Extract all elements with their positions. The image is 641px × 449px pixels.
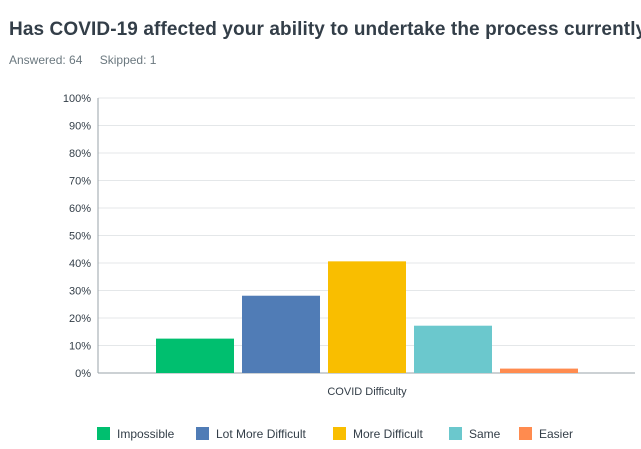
skipped-count: Skipped: 1: [99, 53, 157, 67]
y-tick-label: 50%: [69, 231, 91, 243]
legend-label: Lot More Difficult: [216, 427, 306, 441]
response-stats: Answered: 64 Skipped: 1: [9, 53, 170, 67]
y-tick-label: 60%: [69, 203, 91, 215]
legend-label: Same: [469, 427, 501, 441]
y-axis-ticks: 0% 10% 20% 30% 40% 50% 60% 70% 80% 90% 100%: [63, 93, 91, 380]
y-tick-label: 0%: [75, 368, 91, 380]
chart-bars: [156, 261, 578, 373]
legend-swatch: [97, 427, 110, 440]
bar-easier: [500, 368, 578, 373]
x-axis-label: COVID Difficulty: [327, 386, 407, 398]
legend-swatch: [333, 427, 346, 440]
y-tick-label: 40%: [69, 258, 91, 270]
legend-swatch: [449, 427, 462, 440]
question-title: Has COVID-19 affected your ability to un…: [9, 19, 641, 40]
y-tick-label: 30%: [69, 286, 91, 298]
y-tick-label: 100%: [63, 93, 91, 105]
bar-same: [414, 325, 492, 373]
legend-swatch: [196, 427, 209, 440]
bar-more-difficult: [328, 261, 406, 373]
y-tick-label: 20%: [69, 313, 91, 325]
answered-count: Answered: 64: [9, 53, 83, 67]
bar-lot-more-difficult: [242, 295, 320, 373]
y-tick-label: 80%: [69, 148, 91, 160]
legend-swatch: [519, 427, 532, 440]
y-tick-label: 70%: [69, 176, 91, 188]
y-tick-label: 90%: [69, 121, 91, 133]
legend-label: More Difficult: [353, 427, 423, 441]
bar-impossible: [156, 338, 234, 373]
legend-label: Impossible: [117, 427, 175, 441]
chart-legend: Impossible Lot More Difficult More Difficu…: [97, 427, 573, 441]
legend-label: Easier: [539, 427, 573, 441]
y-tick-label: 10%: [69, 341, 91, 353]
